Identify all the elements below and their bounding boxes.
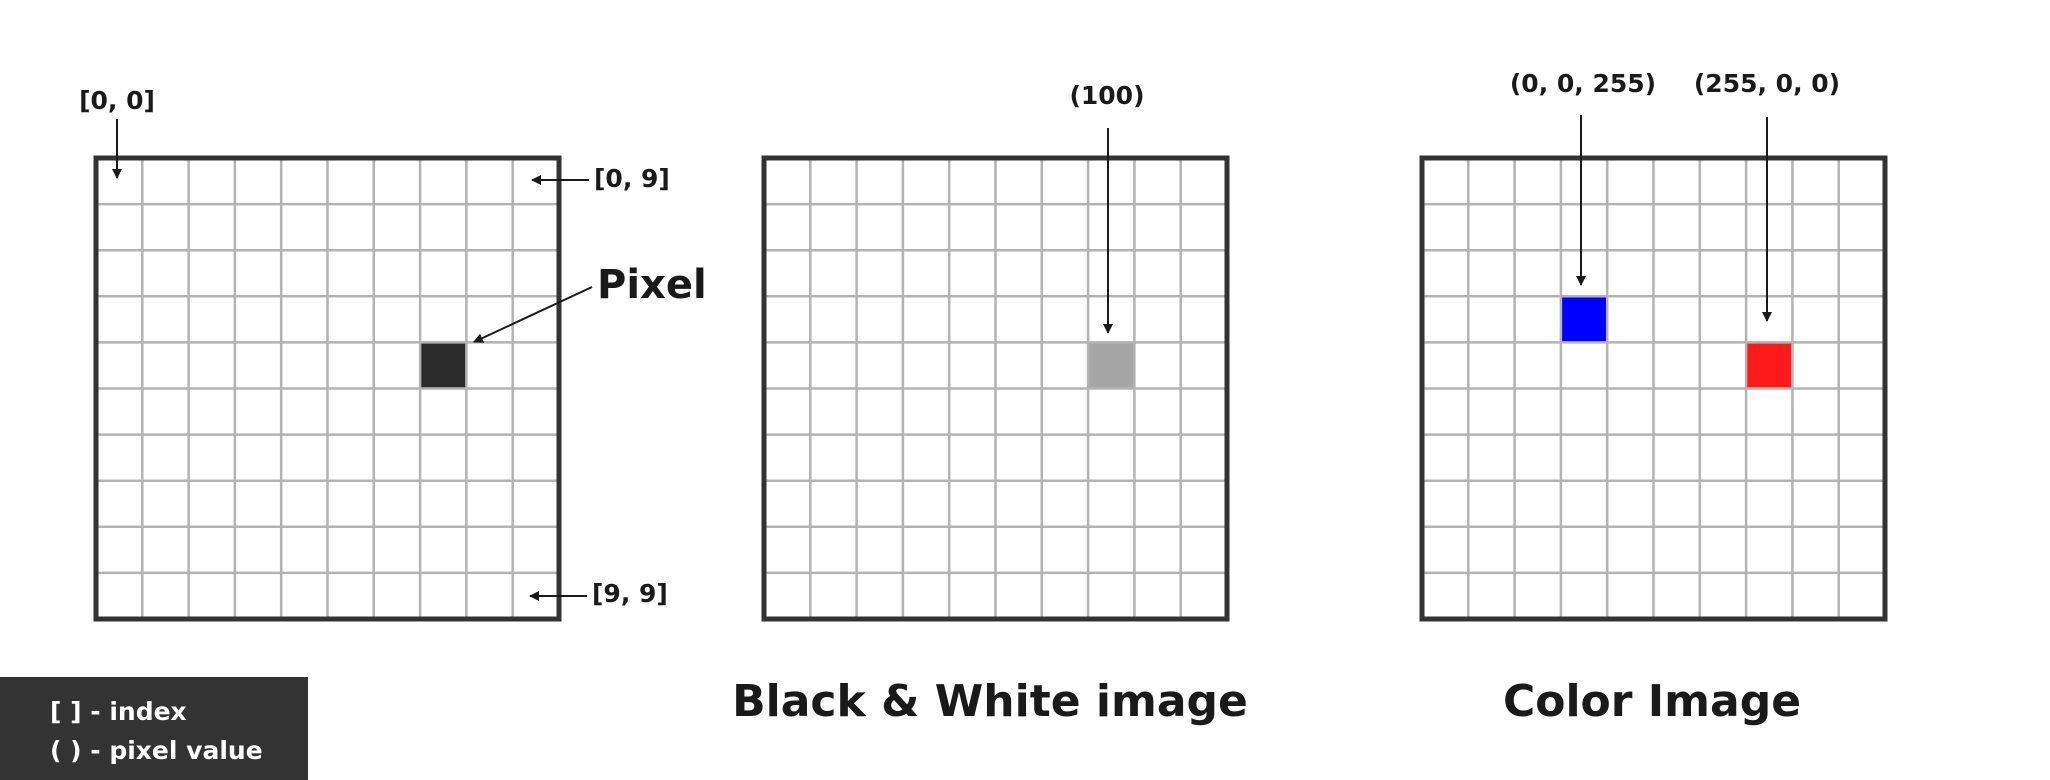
top-left-index-label: [0, 0] bbox=[79, 86, 155, 115]
bw-caption: Black & White image bbox=[732, 676, 1248, 727]
color-grid-panel: (0, 0, 255) (255, 0, 0) Color Image bbox=[1419, 69, 1888, 727]
bw-grid-panel: (100) Black & White image bbox=[732, 81, 1248, 727]
grid-border bbox=[761, 155, 1230, 622]
blue-value-label: (0, 0, 255) bbox=[1510, 69, 1656, 98]
index-grid-panel: [0, 0] [0, 9] [9, 9] Pixel bbox=[79, 86, 707, 622]
pixel-arrow bbox=[473, 286, 593, 343]
color-caption: Color Image bbox=[1503, 676, 1801, 727]
legend-pixel-value: ( ) - pixel value bbox=[50, 736, 263, 765]
gray-value-label: (100) bbox=[1069, 81, 1144, 110]
legend-index: [ ] - index bbox=[50, 697, 187, 726]
index-grid bbox=[93, 155, 562, 622]
color-grid bbox=[1419, 155, 1888, 622]
top-right-index-label: [0, 9] bbox=[594, 164, 670, 193]
pixel-label: Pixel bbox=[597, 262, 707, 308]
bw-grid bbox=[761, 155, 1230, 622]
bottom-right-index-label: [9, 9] bbox=[592, 579, 668, 608]
highlighted-pixel bbox=[1560, 296, 1608, 343]
red-value-label: (255, 0, 0) bbox=[1694, 69, 1840, 98]
highlighted-pixel bbox=[1088, 342, 1135, 389]
grid-border bbox=[93, 155, 562, 622]
highlighted-pixel bbox=[1746, 342, 1793, 389]
highlighted-pixel bbox=[420, 342, 467, 389]
grid-border bbox=[1419, 155, 1888, 622]
legend-box: [ ] - index ( ) - pixel value bbox=[0, 677, 308, 780]
